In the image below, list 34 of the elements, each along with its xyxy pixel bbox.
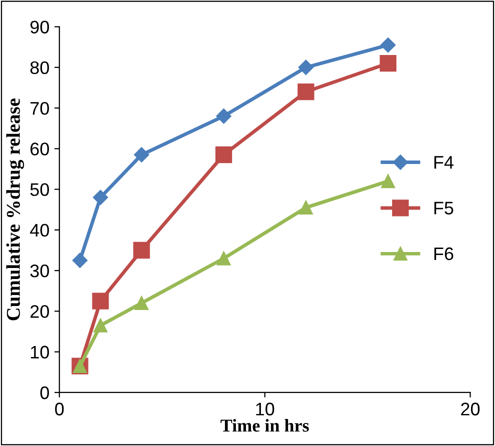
y-axis-title: Cumulative %drug release	[6, 98, 24, 320]
y-tick-label: 50	[30, 183, 49, 196]
point	[298, 200, 313, 215]
point	[298, 83, 314, 100]
point	[298, 60, 314, 75]
y-tick-label: 20	[30, 305, 49, 318]
legend-label: F4	[434, 156, 454, 169]
y-tick-label: 60	[30, 142, 49, 156]
point	[92, 190, 108, 205]
point	[380, 37, 396, 53]
point	[133, 242, 150, 259]
x-axis-title: Time in hrs	[220, 419, 309, 432]
y-tick-label: 30	[30, 264, 49, 278]
y-tick-label: 80	[30, 61, 49, 74]
point	[92, 292, 109, 310]
point	[216, 108, 232, 124]
point	[94, 318, 108, 332]
point	[381, 174, 396, 188]
point	[215, 146, 232, 164]
y-tick-label: 0	[40, 386, 49, 400]
legend-label: F5	[434, 202, 454, 214]
x-tick-label: 20	[461, 402, 480, 416]
x-tick-label: 0	[55, 402, 64, 416]
y-tick-label: 10	[30, 346, 49, 359]
point	[72, 252, 88, 268]
y-tick-label: 40	[30, 224, 49, 237]
legend-label: F6	[434, 247, 454, 260]
x-tick-label: 10	[256, 402, 274, 416]
point	[134, 147, 150, 162]
y-tick-label: 70	[30, 102, 49, 115]
y-tick-label: 90	[30, 20, 49, 34]
point	[134, 296, 149, 310]
point	[380, 55, 396, 72]
point	[216, 251, 231, 266]
